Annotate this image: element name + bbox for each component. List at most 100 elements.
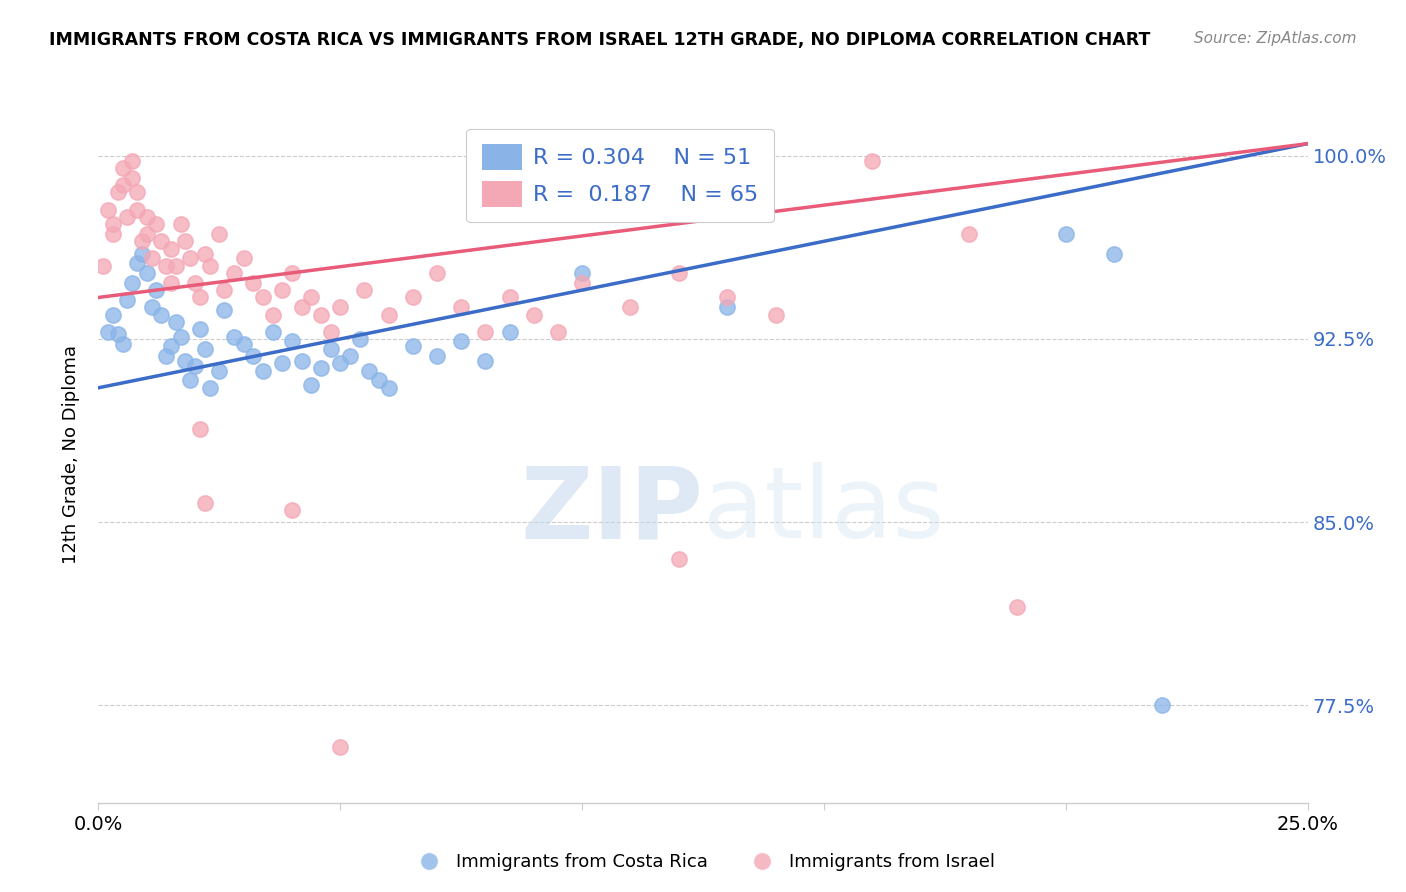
Point [668,266,690,280]
Point [117,210,139,224]
Point [319,325,342,339]
Point [290,354,312,368]
Point [101,227,124,241]
Point [101,217,124,231]
Point [160,242,183,256]
Point [212,283,235,297]
Point [402,290,425,304]
Point [1102,246,1125,260]
Point [474,354,496,368]
Point [169,329,191,343]
Point [121,153,143,168]
Point [290,300,312,314]
Point [619,300,641,314]
Point [135,266,157,280]
Point [135,210,157,224]
Point [299,378,322,392]
Point [957,227,980,241]
Point [131,246,153,260]
Point [339,349,361,363]
Point [222,266,245,280]
Point [353,283,375,297]
Point [474,325,496,339]
Point [309,308,332,322]
Point [281,334,304,349]
Point [498,325,520,339]
Point [571,276,593,290]
Point [198,381,221,395]
Point [329,300,352,314]
Point [184,359,207,373]
Point [121,276,143,290]
Point [523,308,546,322]
Point [299,290,322,304]
Point [232,252,254,266]
Point [101,308,124,322]
Point [160,276,183,290]
Point [135,227,157,241]
Text: atlas: atlas [703,462,945,559]
Point [141,252,163,266]
Point [127,202,149,217]
Point [271,356,294,370]
Point [716,290,738,304]
Point [179,374,201,388]
Point [368,374,391,388]
Point [131,235,153,249]
Point [150,308,173,322]
Point [716,300,738,314]
Point [349,332,371,346]
Point [281,266,304,280]
Point [377,308,399,322]
Point [319,342,342,356]
Point [155,349,177,363]
Point [281,503,304,517]
Point [194,342,217,356]
Point [174,235,197,249]
Point [262,308,284,322]
Text: IMMIGRANTS FROM COSTA RICA VS IMMIGRANTS FROM ISRAEL 12TH GRADE, NO DIPLOMA CORR: IMMIGRANTS FROM COSTA RICA VS IMMIGRANTS… [49,31,1150,49]
Point [262,325,284,339]
Legend: Immigrants from Costa Rica, Immigrants from Israel: Immigrants from Costa Rica, Immigrants f… [404,847,1002,879]
Point [402,339,425,353]
Point [377,381,399,395]
Point [198,259,221,273]
Point [222,329,245,343]
Point [107,327,129,342]
Point [252,364,274,378]
Point [547,325,569,339]
Point [145,283,167,297]
Point [160,339,183,353]
Point [329,739,352,754]
Point [188,290,211,304]
Point [571,266,593,280]
Point [174,354,197,368]
Point [668,551,690,566]
Point [97,325,120,339]
Point [242,349,264,363]
Point [165,315,187,329]
Point [271,283,294,297]
Point [150,235,173,249]
Point [127,256,149,270]
Point [111,178,134,193]
Point [1054,227,1077,241]
Point [91,259,114,273]
Point [188,422,211,436]
Point [450,334,472,349]
Point [309,361,332,376]
Point [107,186,129,200]
Point [141,300,163,314]
Point [169,217,191,231]
Point [155,259,177,273]
Point [111,336,134,351]
Point [1007,600,1029,615]
Text: Source: ZipAtlas.com: Source: ZipAtlas.com [1194,31,1357,46]
Point [1152,698,1174,713]
Y-axis label: 12th Grade, No Diploma: 12th Grade, No Diploma [62,345,80,565]
Point [165,259,187,273]
Point [232,336,254,351]
Point [194,246,217,260]
Point [252,290,274,304]
Point [97,202,120,217]
